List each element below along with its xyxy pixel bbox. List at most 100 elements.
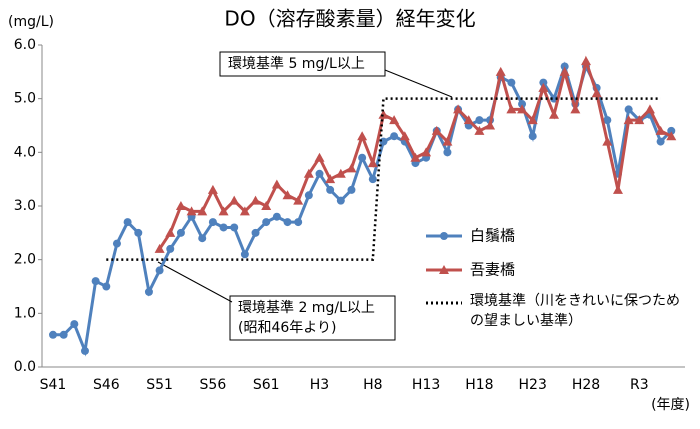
point [144, 287, 153, 296]
chart-title: DO（溶存酸素量）経年変化 [224, 7, 475, 31]
y-tick-label: 3.0 [14, 198, 36, 214]
point [485, 120, 496, 130]
point [612, 184, 623, 194]
point [475, 116, 484, 125]
point [378, 109, 389, 119]
point [283, 218, 292, 227]
point [336, 196, 345, 205]
point [644, 104, 655, 114]
point [507, 78, 516, 87]
point [389, 115, 400, 125]
annotation-arrow [384, 69, 453, 98]
point [581, 56, 591, 66]
x-unit: (年度) [651, 397, 690, 413]
point [358, 153, 367, 162]
point [624, 105, 633, 114]
x-tick-label: H28 [572, 377, 600, 393]
point [165, 227, 176, 237]
point [326, 185, 335, 194]
point [634, 115, 645, 125]
point [229, 195, 240, 205]
point [367, 158, 378, 168]
point [123, 218, 132, 227]
legend-label: 吾妻橋 [470, 261, 515, 279]
point [518, 100, 527, 109]
point [91, 277, 100, 286]
point [528, 132, 537, 141]
point [261, 201, 272, 210]
point [304, 191, 313, 200]
annotation-box [229, 295, 396, 341]
point [453, 104, 464, 114]
point [443, 148, 452, 157]
x-tick-label: S51 [146, 377, 173, 393]
point [102, 282, 111, 291]
series-line [106, 97, 661, 261]
point [154, 243, 165, 253]
point [155, 266, 164, 275]
point [667, 126, 676, 135]
point [166, 244, 175, 253]
point [70, 320, 79, 329]
y-unit: (mg/L) [8, 14, 54, 30]
point [218, 206, 229, 216]
legend-label: 環境基準（川をきれいに保つための望ましい基準） [470, 293, 680, 329]
point [379, 137, 388, 146]
point [655, 125, 666, 135]
x-tick-label: S61 [253, 377, 280, 393]
y-tick-label: 0.0 [14, 359, 36, 375]
y-tick-label: 1.0 [14, 305, 36, 321]
point [176, 228, 185, 237]
point [59, 330, 68, 339]
x-tick-label: R3 [630, 377, 649, 393]
point [219, 223, 228, 232]
legend-marker [439, 265, 449, 274]
x-tick-label: S56 [200, 377, 227, 393]
y-tick-label: 4.0 [14, 144, 36, 160]
y-tick-label: 6.0 [14, 37, 36, 53]
point [186, 206, 197, 216]
point [315, 169, 324, 178]
point [293, 195, 304, 205]
point [272, 212, 281, 221]
point [527, 115, 538, 125]
point [282, 190, 293, 200]
y-tick-label: 2.0 [14, 252, 36, 268]
point [134, 228, 143, 237]
x-tick-label: S46 [93, 377, 120, 393]
x-tick-label: H13 [412, 377, 440, 393]
point [239, 206, 250, 216]
point [368, 175, 377, 184]
point [495, 66, 506, 76]
point [603, 116, 612, 125]
point [549, 109, 560, 119]
point [314, 152, 325, 162]
point [49, 330, 57, 339]
legend-marker [440, 232, 448, 240]
point [442, 136, 453, 146]
x-tick-label: H23 [519, 377, 547, 393]
point [410, 152, 421, 162]
point [390, 132, 399, 141]
point [230, 223, 239, 232]
point [602, 136, 613, 146]
point [623, 115, 634, 125]
y-tick-label: 5.0 [14, 91, 36, 107]
annotation-arrow [157, 261, 233, 303]
point [208, 218, 217, 227]
point [262, 218, 271, 227]
point [591, 88, 602, 98]
point [294, 218, 303, 227]
legend-label: 白鬚橋 [470, 227, 515, 245]
point [539, 78, 548, 87]
annotation: 環境基準 2 mg/L以上 [238, 299, 375, 316]
point [357, 131, 368, 141]
point [240, 250, 249, 259]
point [506, 104, 517, 114]
point [463, 115, 474, 125]
annotation-box [219, 51, 386, 77]
point [421, 147, 432, 157]
point [347, 185, 356, 194]
